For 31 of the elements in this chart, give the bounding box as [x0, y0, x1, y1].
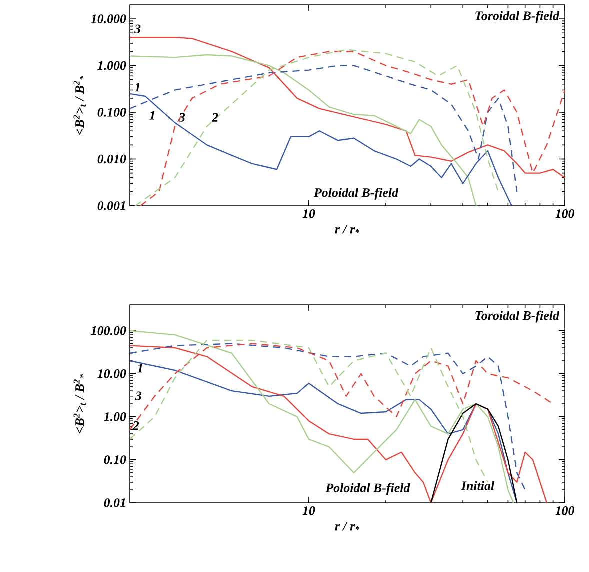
x-tick-label: 10 [302, 506, 316, 516]
annotation: Toroidal B-field [476, 310, 560, 323]
annotation: 1 [138, 364, 142, 373]
annotation: 3 [135, 392, 142, 400]
y-tick-label: 0.010 [98, 154, 126, 164]
annotation: 1 [134, 83, 140, 92]
annotation: 3 [178, 113, 186, 122]
y-tick-label: 1.000 [98, 61, 126, 70]
y-tick-label: 1.00 [104, 412, 126, 422]
y-tick-label: 100.00 [91, 326, 126, 336]
y-axis-title: <B$^{2}$>$_{t}$ / B$^{2}$* [74, 374, 86, 434]
annotation: 3 [134, 24, 141, 34]
annotation: Poloidal B-field [314, 188, 399, 200]
x-tick-label: 100 [556, 210, 574, 218]
y-tick-label: 10.00 [98, 370, 126, 378]
annotation: Poloidal B-field [326, 483, 410, 496]
y-tick-label: 0.10 [104, 456, 126, 464]
annotation: 2 [212, 113, 218, 122]
annotation: 2 [132, 421, 140, 430]
x-axis-title: r / r$_{*}$ [335, 522, 360, 531]
y-tick-label: 0.01 [104, 498, 126, 508]
y-tick-label: 0.001 [98, 202, 126, 210]
y-axis-title: <B$^{2}$>$_{t}$ / B$^{2}$* [74, 76, 86, 135]
x-tick-label: 100 [556, 506, 574, 516]
annotation: 1 [150, 111, 155, 120]
x-tick-label: 10 [302, 210, 316, 218]
y-tick-label: 0.100 [98, 108, 126, 117]
x-axis-title: r / r$_{*}$ [335, 225, 360, 234]
annotation: Initial [461, 481, 495, 490]
annotation: Toroidal B-field [476, 11, 560, 23]
y-tick-label: 10.000 [91, 14, 126, 24]
